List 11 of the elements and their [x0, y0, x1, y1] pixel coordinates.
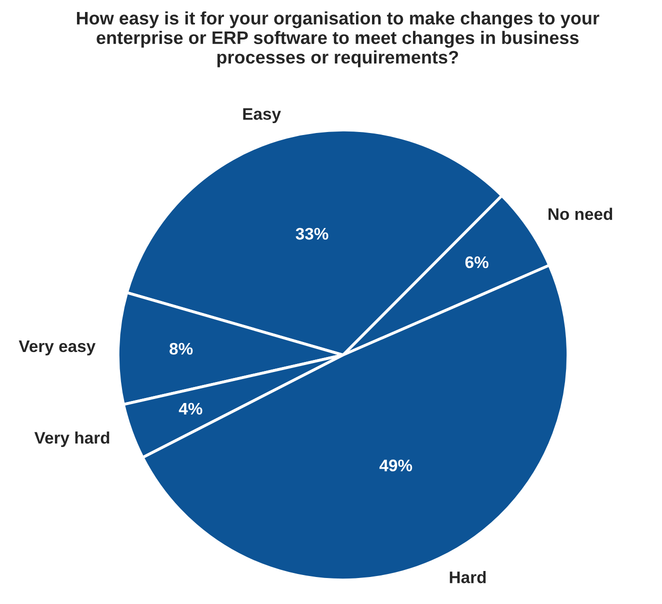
data-label: 6%: [465, 256, 488, 268]
slice-label: Very hard: [34, 431, 110, 448]
slice-label: Very easy: [18, 340, 96, 356]
slice-label: Easy: [243, 108, 281, 124]
data-label: 8%: [170, 342, 193, 355]
chart-title: How easy is it for your organisation to make changes to your enterprise or ERP software to meet changes in business processes or requirements?: [76, 11, 600, 68]
slice-label: No need: [548, 208, 612, 220]
slice-label: Hard: [450, 570, 486, 584]
data-label: 4%: [178, 402, 202, 415]
data-label: 49%: [379, 460, 412, 472]
data-label: 33%: [296, 228, 328, 240]
